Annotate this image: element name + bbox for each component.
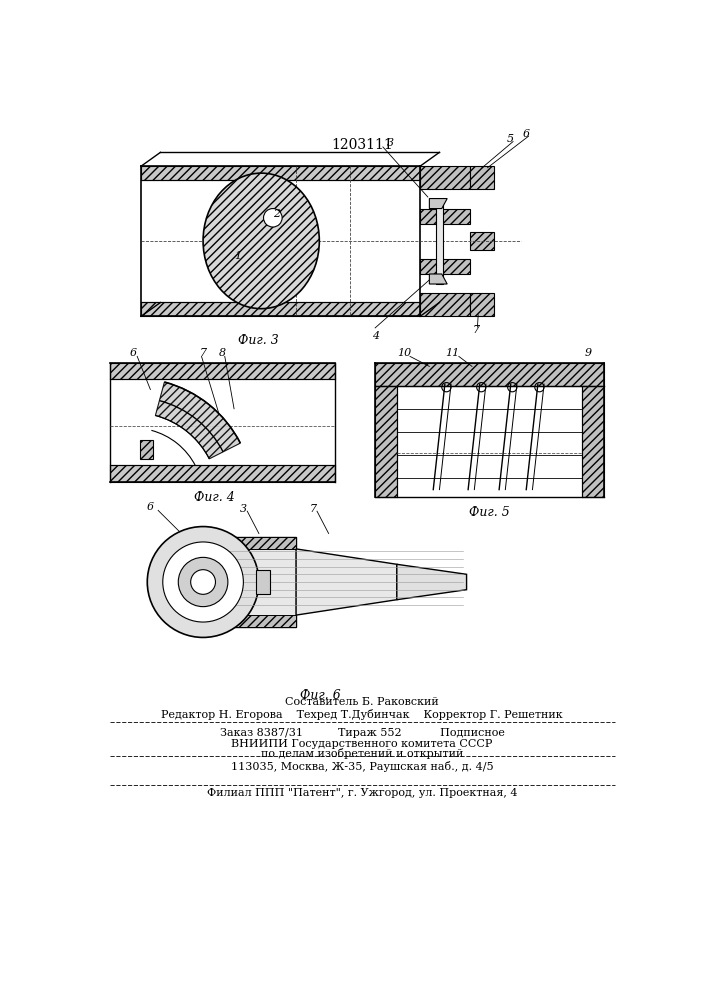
Bar	[436, 199, 443, 284]
Text: Заказ 8387/31          Тираж 552           Подписное: Заказ 8387/31 Тираж 552 Подписное	[219, 728, 504, 738]
Text: 3: 3	[387, 138, 395, 148]
Bar	[420, 293, 470, 316]
Circle shape	[163, 542, 243, 622]
Text: 8: 8	[219, 348, 226, 358]
Text: Составитель Б. Раковский: Составитель Б. Раковский	[285, 697, 439, 707]
Bar	[141, 302, 420, 316]
Text: Фиг. 5: Фиг. 5	[469, 506, 510, 519]
Text: 10: 10	[397, 348, 411, 358]
Bar	[199, 537, 296, 549]
Text: 7: 7	[310, 504, 317, 514]
Polygon shape	[156, 382, 240, 459]
Text: по делам изобретений и открытий: по делам изобретений и открытий	[261, 748, 463, 759]
Text: 6: 6	[130, 348, 137, 358]
Bar	[199, 537, 296, 627]
Bar	[375, 363, 604, 386]
Text: 3: 3	[240, 504, 247, 514]
Text: Редактор Н. Егорова    Техред Т.Дубинчак    Корректор Г. Решетник: Редактор Н. Егорова Техред Т.Дубинчак Ко…	[161, 709, 563, 720]
Text: 5: 5	[507, 134, 514, 144]
Circle shape	[191, 570, 216, 594]
Text: 1: 1	[235, 251, 242, 261]
Bar	[256, 570, 270, 594]
Text: 113035, Москва, Ж-35, Раушская наб., д. 4/5: 113035, Москва, Ж-35, Раушская наб., д. …	[230, 761, 493, 772]
Text: Фиг. 6: Фиг. 6	[300, 689, 341, 702]
Text: 2: 2	[273, 209, 280, 219]
Bar	[470, 166, 493, 189]
Text: 7: 7	[199, 348, 206, 358]
Text: 1203111: 1203111	[331, 138, 393, 152]
Polygon shape	[429, 199, 448, 209]
Bar	[470, 293, 493, 316]
Circle shape	[147, 527, 259, 637]
Text: 4: 4	[372, 331, 379, 341]
Polygon shape	[139, 440, 153, 459]
Text: 7: 7	[472, 325, 479, 335]
Text: 6: 6	[147, 502, 154, 512]
Bar	[420, 166, 470, 189]
Text: 6: 6	[522, 129, 530, 139]
Polygon shape	[429, 274, 448, 284]
Bar	[420, 259, 470, 274]
Polygon shape	[397, 564, 467, 600]
Text: Фиг. 4: Фиг. 4	[194, 491, 235, 504]
Bar	[582, 386, 604, 497]
Bar	[110, 465, 335, 482]
Text: 9: 9	[585, 348, 592, 358]
Bar	[420, 209, 470, 224]
Polygon shape	[296, 549, 397, 615]
Text: ВНИИПИ Государственного комитета СССР: ВНИИПИ Государственного комитета СССР	[231, 739, 493, 749]
Bar	[199, 615, 296, 627]
Circle shape	[178, 557, 228, 607]
Bar	[141, 166, 420, 180]
Bar	[110, 363, 335, 379]
Text: Филиал ППП "Патент", г. Ужгород, ул. Проектная, 4: Филиал ППП "Патент", г. Ужгород, ул. Про…	[206, 788, 518, 798]
Text: Фиг. 3: Фиг. 3	[238, 334, 279, 347]
Text: 11: 11	[445, 348, 460, 358]
Bar	[470, 232, 493, 250]
Ellipse shape	[203, 173, 320, 309]
Circle shape	[264, 209, 282, 227]
Bar	[375, 386, 397, 497]
